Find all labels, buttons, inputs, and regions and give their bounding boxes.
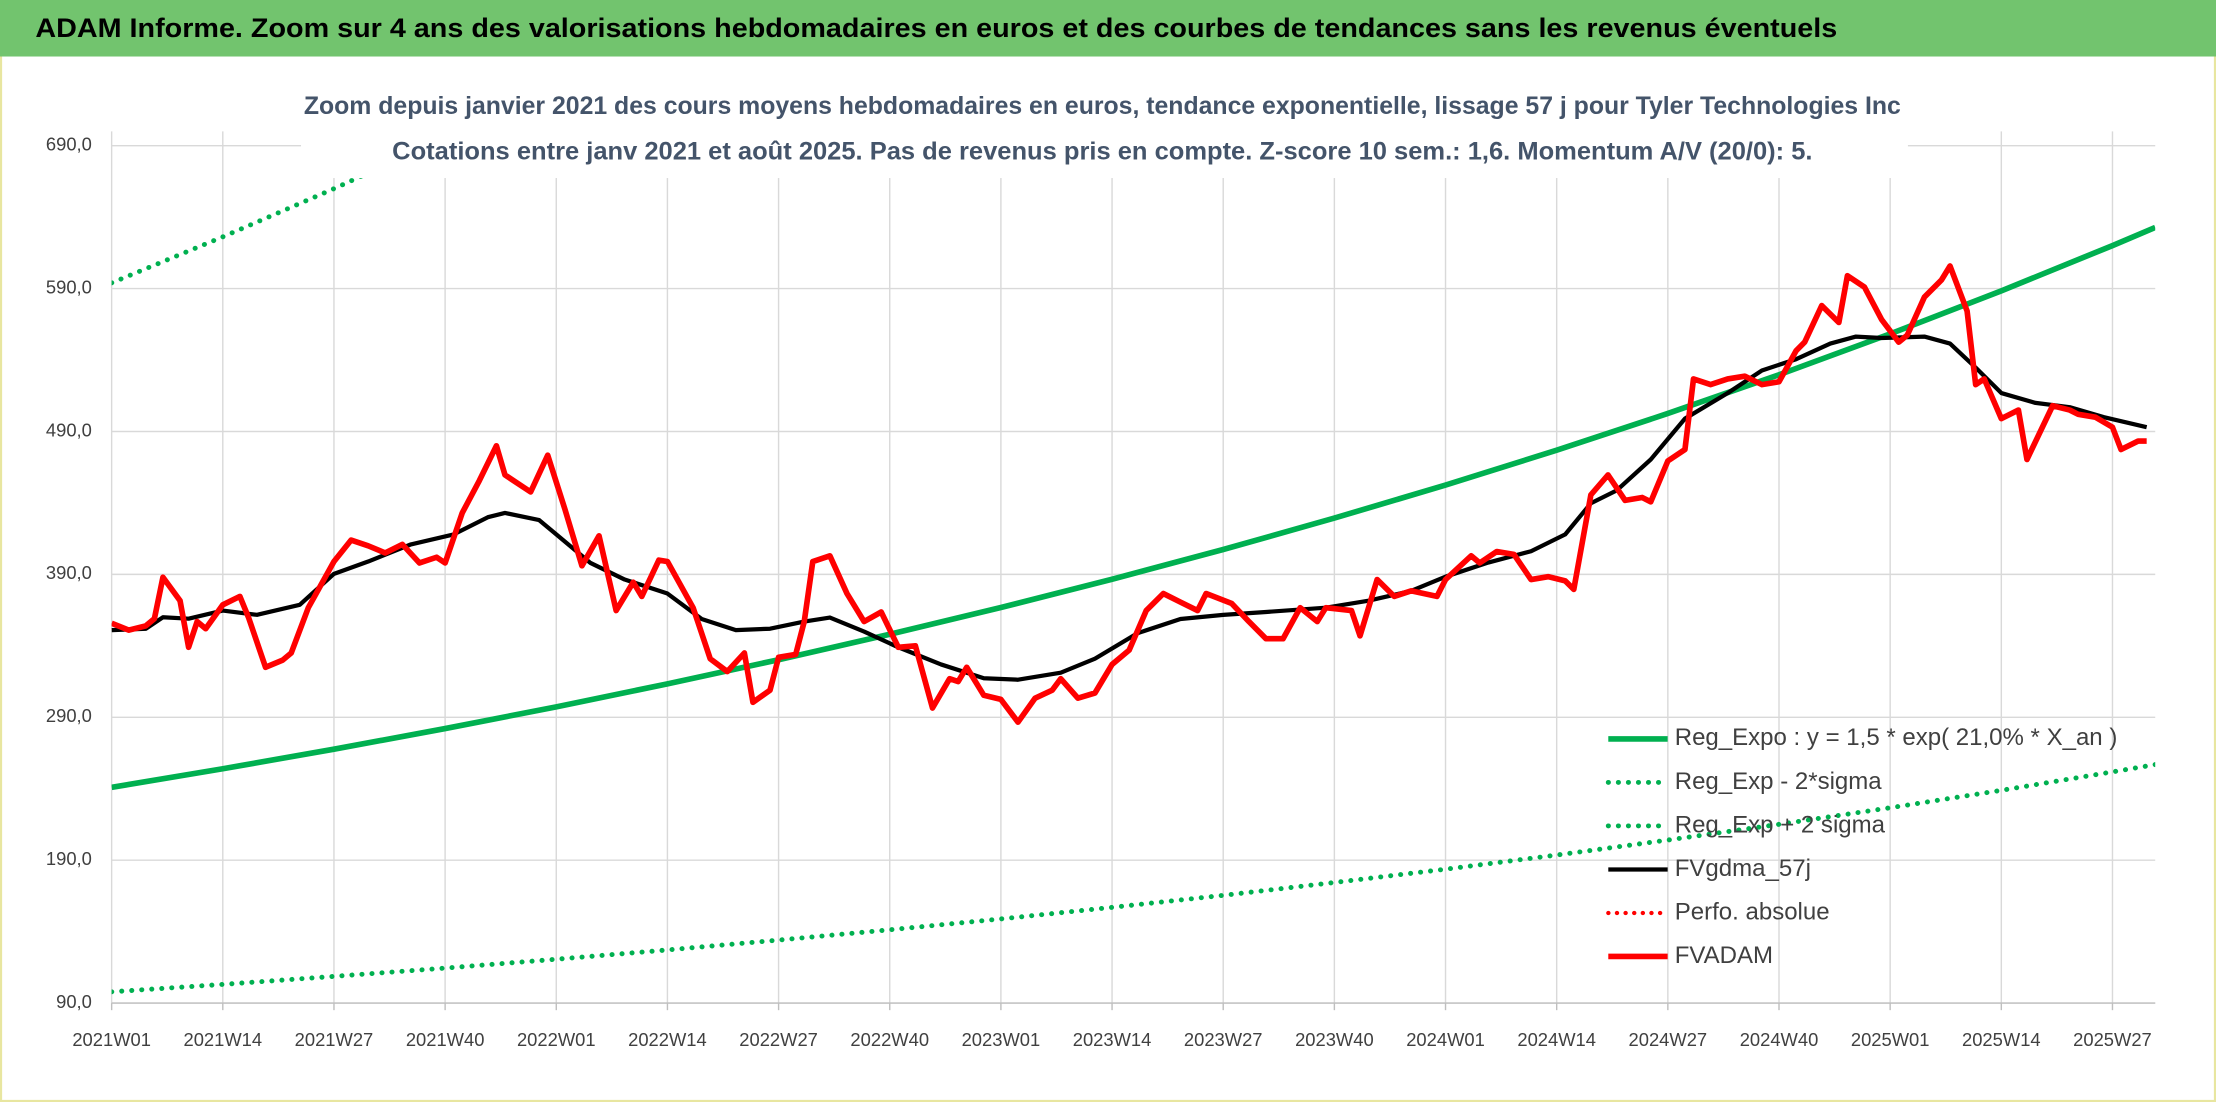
x-tick-label: 2021W27 [295,1029,374,1050]
x-tick-label: 2022W14 [628,1029,707,1050]
y-tick-label: 90,0 [56,991,92,1012]
x-tick-label: 2024W40 [1740,1029,1819,1050]
y-tick-label: 590,0 [46,276,92,297]
y-tick-label: 490,0 [46,419,92,440]
legend: Reg_Expo : y = 1,5 * exp( 21,0% * X_an )… [1605,724,2118,969]
series-line [111,334,2148,682]
legend-label: Reg_Expo : y = 1,5 * exp( 21,0% * X_an ) [1675,724,2118,751]
page-title: ADAM Informe. Zoom sur 4 ans des valoris… [35,13,1837,43]
y-tick-label: 190,0 [46,848,92,869]
x-tick-label: 2022W27 [739,1029,818,1050]
x-tick-label: 2024W27 [1629,1029,1708,1050]
x-tick-label: 2025W14 [1962,1029,2041,1050]
x-tick-label: 2025W01 [1851,1029,1930,1050]
series-line [111,224,2156,791]
x-tick-label: 2025W27 [2073,1029,2152,1050]
y-tick-label: 690,0 [46,134,92,155]
subtitle-box [301,81,1908,179]
chart-subtitle: Cotations entre janv 2021 et août 2025. … [392,137,1812,165]
x-tick-label: 2024W01 [1406,1029,1485,1050]
legend-label: FVgdma_57j [1675,855,1811,882]
chart-subtitle: Zoom depuis janvier 2021 des cours moyen… [304,92,1901,120]
x-tick-label: 2023W40 [1295,1029,1374,1050]
legend-label: Reg_Exp + 2 sigma [1675,811,1886,838]
legend-label: Reg_Exp - 2*sigma [1675,768,1883,795]
x-tick-label: 2023W14 [1073,1029,1152,1050]
x-tick-label: 2022W01 [517,1029,596,1050]
x-tick-label: 2021W01 [72,1029,151,1050]
series-line [111,762,2156,995]
y-tick-label: 390,0 [46,562,92,583]
header-bar [0,0,2216,57]
series-line [111,263,2147,725]
x-tick-label: 2022W40 [850,1029,929,1050]
x-tick-label: 2023W01 [962,1029,1041,1050]
legend-label: FVADAM [1675,942,1773,969]
series-layer [111,124,2156,995]
x-tick-label: 2024W14 [1517,1029,1596,1050]
x-tick-label: 2021W14 [184,1029,263,1050]
x-tick-label: 2021W40 [406,1029,485,1050]
y-tick-label: 290,0 [46,705,92,726]
x-tick-label: 2023W27 [1184,1029,1263,1050]
legend-label: Perfo. absolue [1675,898,1830,925]
